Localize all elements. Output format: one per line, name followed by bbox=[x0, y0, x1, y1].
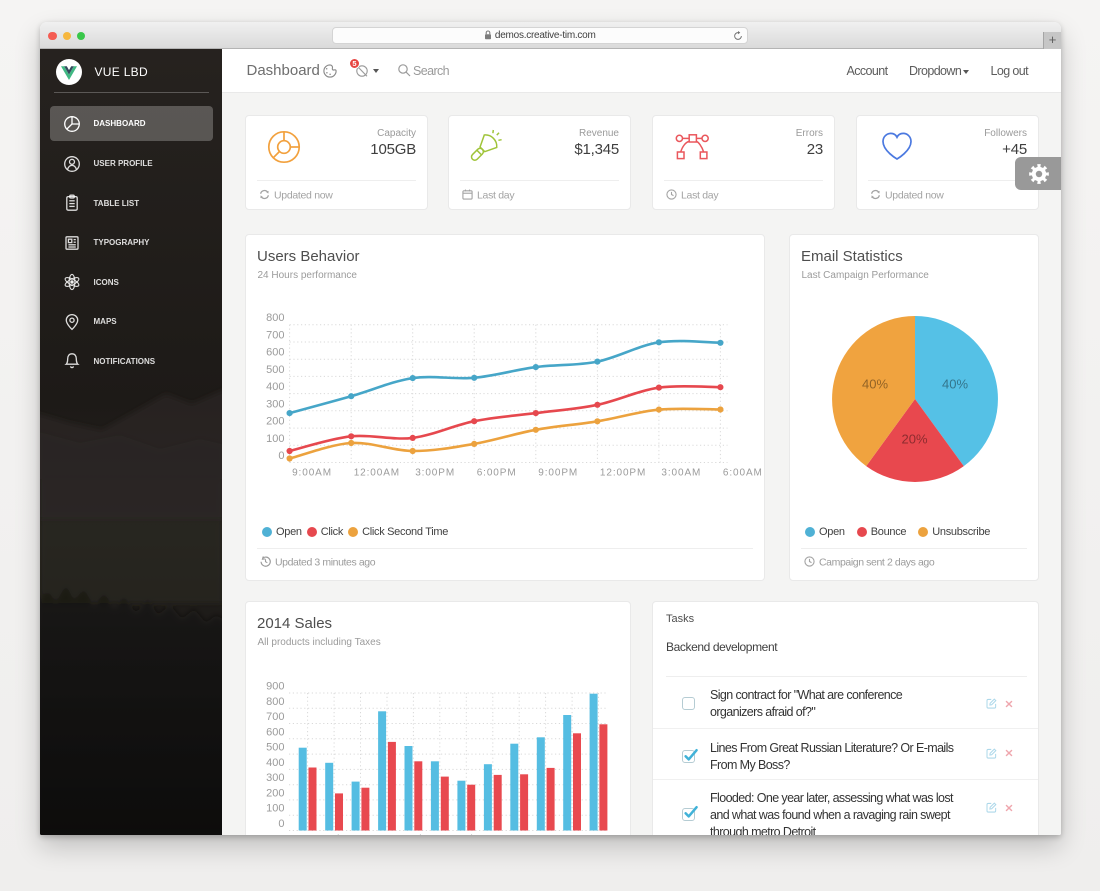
svg-text:Jun: Jun bbox=[432, 834, 448, 835]
svg-text:Apr: Apr bbox=[379, 834, 395, 835]
svg-text:500: 500 bbox=[266, 742, 284, 754]
svg-text:200: 200 bbox=[266, 787, 284, 799]
svg-text:900: 900 bbox=[266, 681, 284, 693]
svg-text:Mar: Mar bbox=[352, 834, 370, 835]
svg-text:Oct: Oct bbox=[538, 834, 554, 835]
svg-text:700: 700 bbox=[266, 711, 284, 723]
svg-text:200: 200 bbox=[266, 416, 284, 428]
svg-text:300: 300 bbox=[266, 772, 284, 784]
svg-text:40%: 40% bbox=[862, 377, 888, 392]
svg-text:Aug: Aug bbox=[484, 834, 502, 835]
svg-text:Jul: Jul bbox=[460, 834, 473, 835]
svg-text:300: 300 bbox=[266, 398, 284, 410]
svg-text:600: 600 bbox=[266, 726, 284, 738]
svg-text:600: 600 bbox=[266, 347, 284, 359]
svg-text:100: 100 bbox=[266, 433, 284, 445]
svg-text:40%: 40% bbox=[942, 377, 968, 392]
svg-text:12:00PM: 12:00PM bbox=[600, 468, 646, 479]
svg-text:9:00AM: 9:00AM bbox=[292, 468, 332, 479]
svg-text:3:00AM: 3:00AM bbox=[661, 468, 701, 479]
svg-text:800: 800 bbox=[266, 696, 284, 708]
svg-text:400: 400 bbox=[266, 757, 284, 769]
svg-text:700: 700 bbox=[266, 330, 284, 342]
svg-text:Mai: Mai bbox=[405, 834, 421, 835]
svg-text:20%: 20% bbox=[901, 432, 927, 447]
svg-text:Sep: Sep bbox=[510, 834, 528, 835]
svg-text:800: 800 bbox=[266, 312, 284, 324]
svg-text:12:00AM: 12:00AM bbox=[354, 468, 400, 479]
svg-text:3:00PM: 3:00PM bbox=[415, 468, 455, 479]
svg-text:100: 100 bbox=[266, 803, 284, 815]
svg-text:6:00PM: 6:00PM bbox=[477, 468, 517, 479]
svg-text:0: 0 bbox=[278, 450, 284, 462]
svg-text:Feb: Feb bbox=[325, 834, 343, 835]
svg-text:Nov: Nov bbox=[563, 834, 581, 835]
svg-text:Jan: Jan bbox=[300, 834, 316, 835]
svg-text:0: 0 bbox=[278, 818, 284, 830]
svg-text:6:00AM: 6:00AM bbox=[723, 468, 763, 479]
svg-text:Dec: Dec bbox=[590, 834, 608, 835]
svg-text:400: 400 bbox=[266, 381, 284, 393]
svg-text:9:00PM: 9:00PM bbox=[538, 468, 578, 479]
svg-text:500: 500 bbox=[266, 364, 284, 376]
